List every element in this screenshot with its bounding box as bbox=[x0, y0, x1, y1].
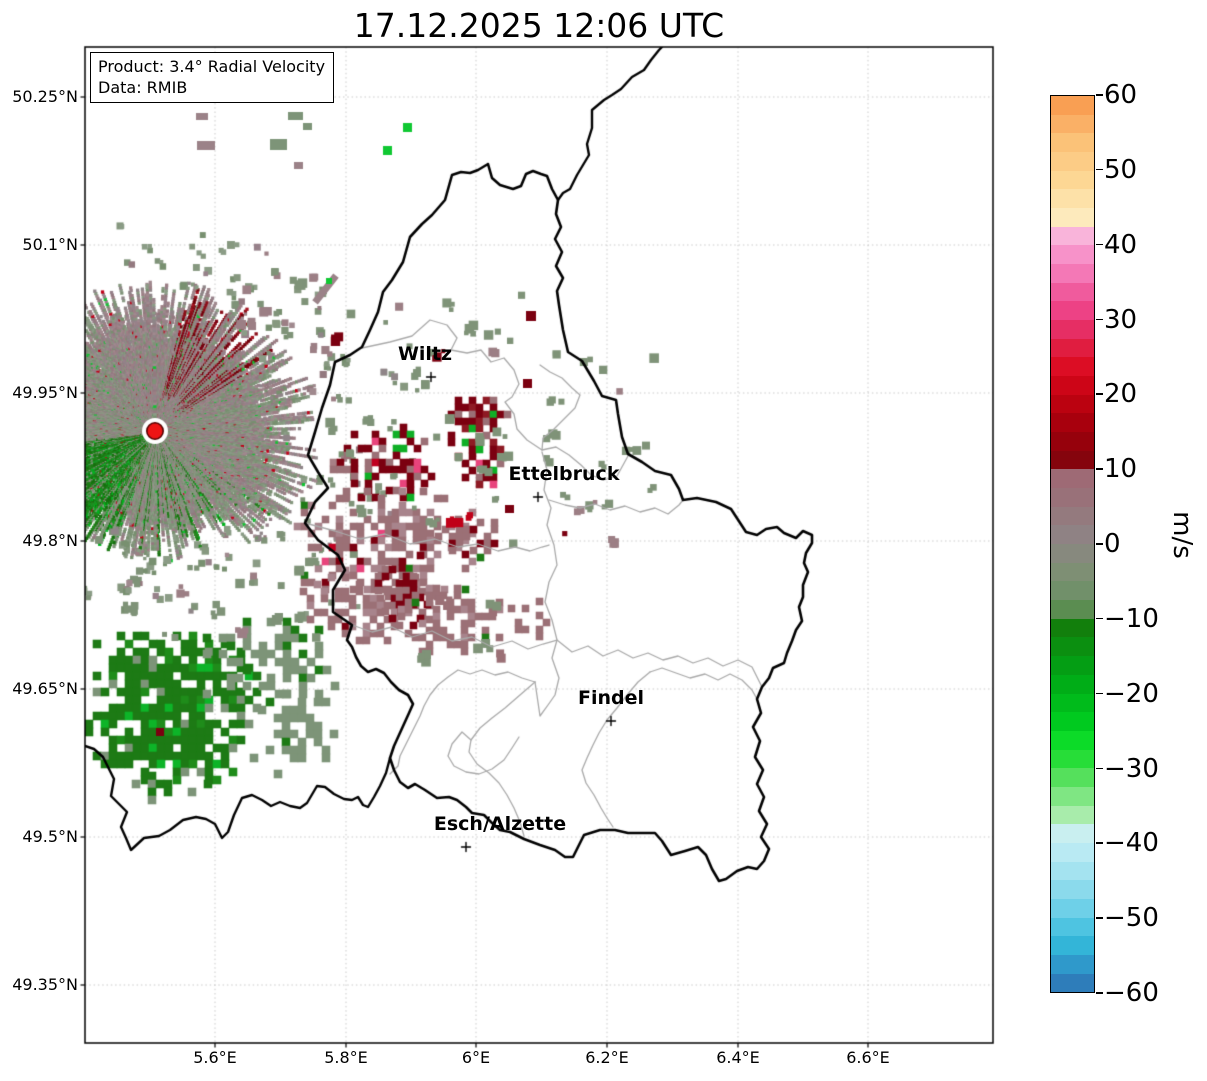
colorbar-band bbox=[1051, 525, 1094, 545]
colorbar-band bbox=[1051, 674, 1094, 694]
colorbar-tick-mark bbox=[1096, 992, 1103, 994]
colorbar-band bbox=[1051, 506, 1094, 526]
figure-title: 17.12.2025 12:06 UTC bbox=[353, 6, 725, 45]
colorbar-band bbox=[1051, 936, 1094, 955]
colorbar-band bbox=[1051, 693, 1094, 713]
colorbar-band bbox=[1051, 917, 1094, 937]
lat-tick-label: 50.25°N bbox=[12, 87, 78, 106]
colorbar-band bbox=[1051, 730, 1094, 750]
colorbar-tick-label: 20 bbox=[1104, 379, 1138, 410]
colorbar-tick-mark bbox=[1096, 168, 1103, 171]
lat-tick-label: 49.5°N bbox=[22, 827, 78, 846]
lon-tick-label: 6.4°E bbox=[716, 1048, 760, 1067]
colorbar-band bbox=[1051, 898, 1094, 918]
lon-tick-label: 5.6°E bbox=[193, 1048, 237, 1067]
colorbar-band bbox=[1051, 152, 1094, 171]
colorbar-band bbox=[1051, 189, 1094, 209]
colorbar-unit-label: m/s bbox=[1167, 511, 1197, 559]
colorbar-band bbox=[1051, 114, 1094, 134]
colorbar-tick-label: −60 bbox=[1104, 978, 1159, 1008]
colorbar-tick-mark bbox=[1096, 468, 1103, 470]
colorbar-band bbox=[1051, 282, 1094, 302]
colorbar-band bbox=[1051, 133, 1094, 153]
colorbar-band bbox=[1051, 805, 1094, 825]
colorbar-band bbox=[1051, 226, 1094, 246]
colorbar-band bbox=[1051, 413, 1094, 433]
colorbar-band bbox=[1051, 376, 1094, 395]
colorbar-tick-label: 10 bbox=[1104, 454, 1138, 485]
colorbar-tick-label: 60 bbox=[1104, 80, 1138, 110]
colorbar-band bbox=[1051, 450, 1094, 470]
colorbar-band bbox=[1051, 880, 1094, 899]
colorbar-band bbox=[1051, 245, 1094, 265]
lon-tick-label: 6.2°E bbox=[585, 1048, 629, 1067]
product-info-box: Product: 3.4° Radial Velocity Data: RMIB bbox=[90, 52, 335, 103]
colorbar-tick-mark bbox=[1096, 94, 1103, 96]
colorbar-tick-mark bbox=[1096, 917, 1103, 919]
colorbar-band bbox=[1051, 768, 1094, 787]
colorbar-band bbox=[1051, 600, 1094, 619]
colorbar bbox=[1050, 95, 1095, 993]
colorbar-band bbox=[1051, 749, 1094, 769]
colorbar-band bbox=[1051, 861, 1094, 881]
colorbar-band bbox=[1051, 637, 1094, 657]
data-source-label: Data: RMIB bbox=[98, 78, 188, 97]
colorbar-band bbox=[1051, 954, 1094, 974]
colorbar-band bbox=[1051, 320, 1094, 339]
colorbar-band bbox=[1051, 656, 1094, 675]
colorbar-tick-label: 30 bbox=[1104, 304, 1138, 335]
colorbar-tick-label: −40 bbox=[1104, 828, 1159, 859]
colorbar-tick-mark bbox=[1096, 617, 1103, 620]
colorbar-band bbox=[1051, 264, 1094, 283]
colorbar-band bbox=[1051, 712, 1094, 731]
colorbar-tick-label: −50 bbox=[1104, 903, 1159, 934]
colorbar-tick-label: 40 bbox=[1104, 229, 1138, 260]
colorbar-band bbox=[1051, 338, 1094, 358]
city-label: Wiltz bbox=[397, 343, 453, 365]
colorbar-band bbox=[1051, 562, 1094, 582]
lon-tick-label: 6.6°E bbox=[846, 1048, 890, 1067]
colorbar-tick-label: −30 bbox=[1104, 753, 1159, 784]
colorbar-tick-label: 50 bbox=[1104, 154, 1138, 185]
city-label: Findel bbox=[577, 687, 645, 709]
city-label: Ettelbruck bbox=[508, 463, 620, 485]
lat-tick-label: 49.8°N bbox=[22, 531, 78, 550]
colorbar-tick-label: −10 bbox=[1104, 603, 1159, 634]
colorbar-tick-mark bbox=[1096, 243, 1103, 246]
colorbar-tick-mark bbox=[1096, 318, 1103, 321]
colorbar-band bbox=[1051, 842, 1094, 862]
colorbar-band bbox=[1051, 170, 1094, 190]
colorbar-tick-label: 0 bbox=[1104, 529, 1121, 559]
colorbar-band bbox=[1051, 96, 1094, 115]
lat-tick-label: 50.1°N bbox=[22, 235, 78, 254]
lat-tick-label: 49.65°N bbox=[12, 679, 78, 698]
colorbar-tick-label: −20 bbox=[1104, 678, 1159, 709]
colorbar-band bbox=[1051, 357, 1094, 377]
colorbar-tick-mark bbox=[1096, 692, 1103, 695]
colorbar-band bbox=[1051, 618, 1094, 638]
colorbar-band bbox=[1051, 469, 1094, 489]
colorbar-band bbox=[1051, 544, 1094, 563]
colorbar-band bbox=[1051, 208, 1094, 227]
colorbar-band bbox=[1051, 824, 1094, 843]
colorbar-tick-mark bbox=[1096, 842, 1103, 844]
lon-tick-label: 6°E bbox=[461, 1048, 491, 1067]
colorbar-band bbox=[1051, 973, 1094, 993]
lat-tick-label: 49.95°N bbox=[12, 383, 78, 402]
colorbar-band bbox=[1051, 581, 1094, 601]
colorbar-band bbox=[1051, 432, 1094, 451]
colorbar-band bbox=[1051, 488, 1094, 507]
colorbar-band bbox=[1051, 394, 1094, 414]
lat-tick-label: 49.35°N bbox=[12, 975, 78, 994]
lon-tick-label: 5.8°E bbox=[324, 1048, 368, 1067]
colorbar-tick-mark bbox=[1096, 393, 1103, 395]
colorbar-tick-mark bbox=[1096, 543, 1103, 545]
colorbar-band bbox=[1051, 786, 1094, 806]
colorbar-band bbox=[1051, 301, 1094, 321]
product-label: Product: 3.4° Radial Velocity bbox=[98, 57, 326, 76]
colorbar-tick-mark bbox=[1096, 767, 1103, 770]
city-label: Esch/Alzette bbox=[433, 813, 567, 835]
